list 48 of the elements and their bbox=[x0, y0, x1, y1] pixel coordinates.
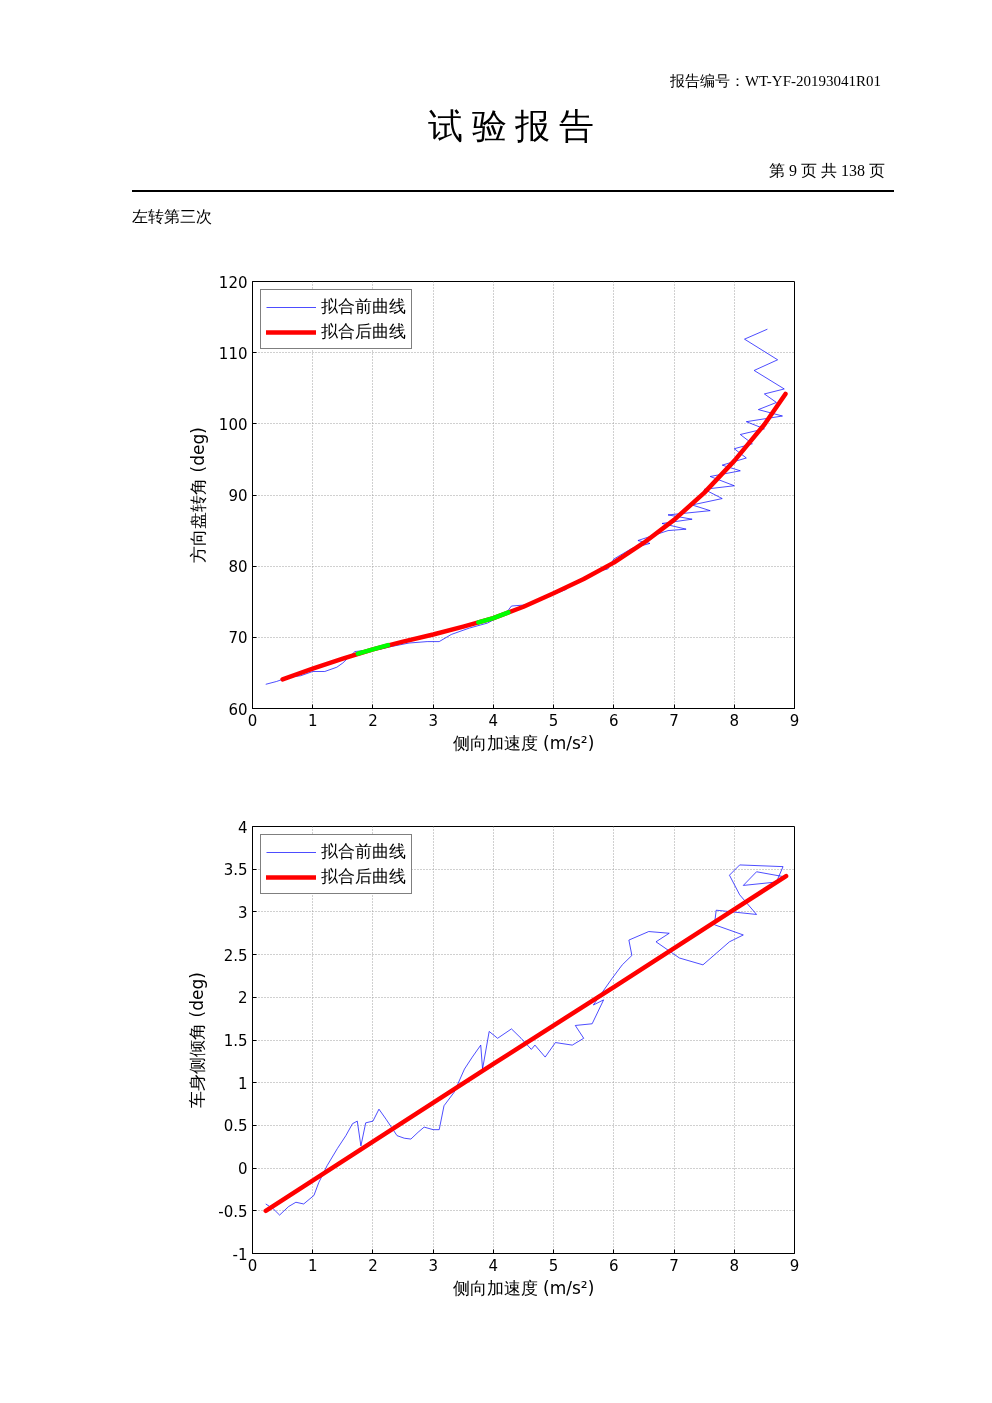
x-tick-label: 1 bbox=[307, 711, 318, 730]
y-tick-label: 2.5 bbox=[223, 946, 248, 965]
y-tick-label: 70 bbox=[228, 629, 248, 648]
y-tick-label: 1.5 bbox=[223, 1032, 248, 1050]
legend-label: 拟合后曲线 bbox=[321, 865, 406, 888]
y-axis-title: 方向盘转角 (deg) bbox=[187, 427, 208, 563]
x-tick-label: 6 bbox=[609, 711, 619, 730]
x-tick-label: 5 bbox=[548, 711, 559, 730]
x-tick-label: 4 bbox=[488, 711, 499, 730]
x-tick-label: 3 bbox=[428, 711, 438, 730]
y-tick-label: 0.5 bbox=[223, 1117, 248, 1136]
x-tick-label: 9 bbox=[789, 1256, 800, 1275]
x-tick-label: 2 bbox=[368, 1256, 378, 1275]
x-tick-label: 4 bbox=[488, 1256, 499, 1275]
y-tick-label: 3 bbox=[237, 903, 248, 922]
text: 报告编号：WT-YF-20193041R01 bbox=[669, 72, 881, 91]
y-tick-label: 80 bbox=[228, 558, 248, 577]
legend-label: 拟合前曲线 bbox=[321, 295, 406, 318]
x-tick-label: 5 bbox=[548, 1256, 559, 1275]
chart-title: 试 验 报 告 bbox=[426, 106, 596, 148]
x-axis-title: 侧向加速度 (m/s²) bbox=[452, 732, 595, 753]
legend-label: 拟合前曲线 bbox=[321, 840, 406, 863]
x-tick-label: 7 bbox=[669, 711, 679, 730]
y-tick-label: 1 bbox=[237, 1074, 248, 1093]
y-tick-label: 2 bbox=[237, 989, 248, 1008]
text: 第 9 页 共 138 页 bbox=[769, 161, 885, 181]
y-tick-label: 120 bbox=[218, 273, 248, 292]
y-tick-label: 100 bbox=[218, 415, 248, 434]
x-tick-label: 1 bbox=[307, 1256, 318, 1275]
y-tick-label: 110 bbox=[218, 344, 248, 363]
y-tick-label: -0.5 bbox=[218, 1202, 248, 1221]
x-tick-label: 9 bbox=[789, 711, 800, 730]
x-tick-label: 8 bbox=[729, 711, 740, 730]
legend-label: 拟合后曲线 bbox=[321, 320, 406, 343]
x-tick-label: 2 bbox=[368, 711, 378, 730]
y-tick-label: -1 bbox=[232, 1245, 248, 1264]
y-tick-label: 90 bbox=[228, 487, 248, 505]
y-tick-label: 0 bbox=[237, 1160, 248, 1179]
y-tick-label: 3.5 bbox=[223, 861, 248, 880]
y-tick-label: 4 bbox=[237, 818, 248, 837]
x-tick-label: 8 bbox=[729, 1256, 740, 1275]
x-tick-label: 6 bbox=[609, 1256, 619, 1275]
chart-subtitle: 左转第三次 bbox=[132, 207, 212, 227]
y-axis-title: 车身侧倾角 (deg) bbox=[187, 972, 208, 1108]
y-tick-label: 60 bbox=[228, 700, 248, 719]
x-tick-label: 3 bbox=[428, 1256, 438, 1275]
x-axis-title: 侧向加速度 (m/s²) bbox=[452, 1277, 595, 1298]
x-tick-label: 7 bbox=[669, 1256, 679, 1275]
